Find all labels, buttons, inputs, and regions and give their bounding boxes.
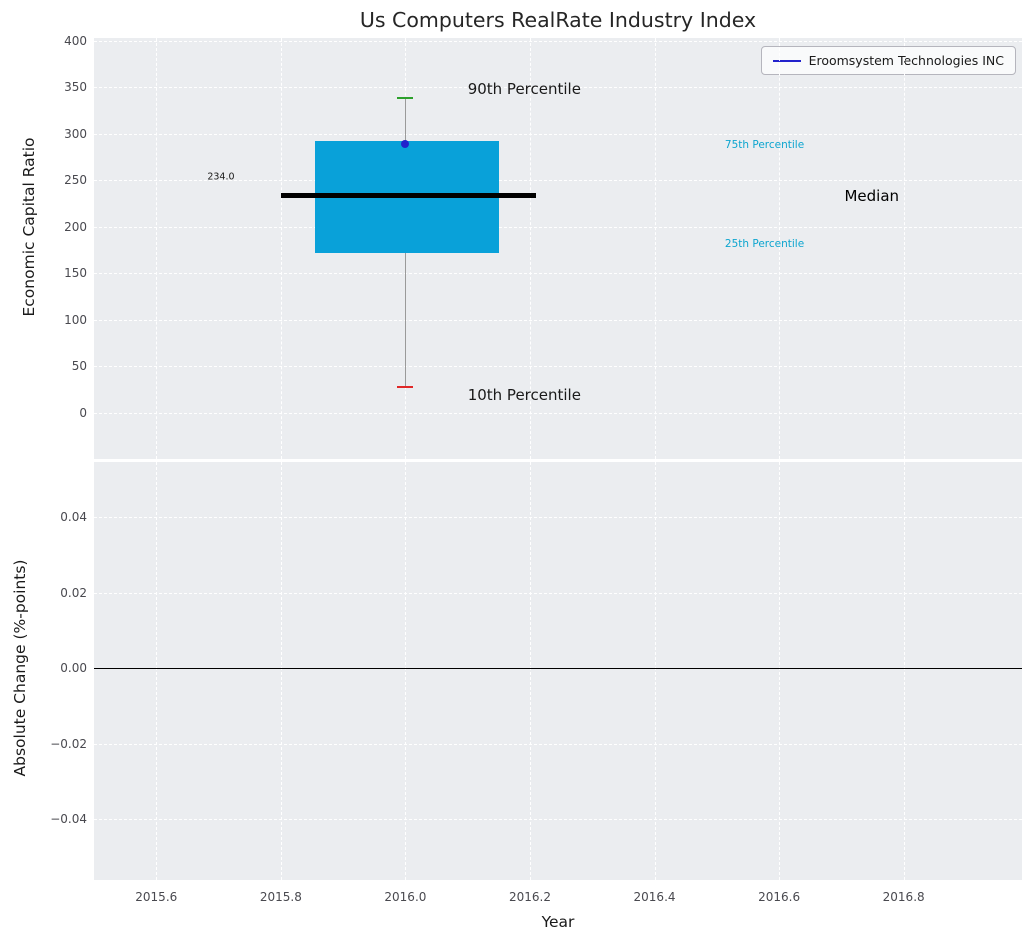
y-axis-label-top: Economic Capital Ratio: [20, 137, 38, 317]
y-tick-label: 150: [64, 266, 87, 281]
legend: Eroomsystem Technologies INC: [760, 46, 1016, 75]
y-tick-label: 0.00: [60, 661, 87, 676]
y-tick-label: 350: [64, 80, 87, 95]
x-gridline: [779, 38, 781, 459]
axes-top-boxplot: Eroomsystem Technologies INC 90th Percen…: [94, 38, 1022, 459]
y-tick-label: 300: [64, 126, 87, 141]
x-gridline: [156, 462, 158, 880]
x-gridline: [903, 462, 905, 880]
y-gridline: [94, 87, 1022, 89]
chart-title: Us Computers RealRate Industry Index: [359, 8, 757, 32]
y-gridline: [94, 40, 1022, 42]
annotation-median: Median: [844, 186, 900, 205]
y-gridline: [94, 273, 1022, 275]
y-gridline: [94, 412, 1022, 414]
y-gridline: [94, 319, 1022, 321]
x-tick-label: 2016.4: [633, 890, 676, 904]
x-gridline: [654, 462, 656, 880]
x-axis-label: Year: [541, 913, 575, 931]
zero-line: [94, 668, 1022, 670]
y-tick-label: 50: [71, 359, 87, 374]
x-gridline: [280, 462, 282, 880]
y-gridline: [94, 180, 1022, 182]
y-axis-label-bottom: Absolute Change (%-points): [11, 559, 29, 777]
y-tick-label: 0.04: [60, 509, 87, 524]
x-tick-label: 2016.2: [508, 890, 551, 904]
y-gridline: [94, 819, 1022, 821]
y-tick-label: 0: [79, 405, 87, 420]
x-gridline: [280, 38, 282, 459]
annotation-90th-percentile: 90th Percentile: [467, 80, 581, 99]
y-tick-label: −0.04: [50, 812, 87, 827]
y-gridline: [94, 226, 1022, 228]
y-gridline: [94, 133, 1022, 135]
x-gridline: [529, 462, 531, 880]
y-gridline: [94, 743, 1022, 745]
x-tick-label: 2016.6: [758, 890, 801, 904]
y-gridline: [94, 516, 1022, 518]
y-tick-label: 200: [64, 219, 87, 234]
y-gridline: [94, 366, 1022, 368]
x-gridline: [529, 38, 531, 459]
annotation-10th-percentile: 10th Percentile: [467, 385, 581, 404]
x-gridline: [779, 462, 781, 880]
x-tick-label: 2016.8: [882, 890, 925, 904]
y-tick-label: 100: [64, 312, 87, 327]
legend-line-sample: [772, 59, 801, 62]
x-gridline: [405, 462, 407, 880]
x-tick-label: 2015.6: [135, 890, 178, 904]
legend-label: Eroomsystem Technologies INC: [808, 53, 1004, 68]
y-tick-label: 0.02: [60, 585, 87, 600]
x-gridline: [903, 38, 905, 459]
median-line: [280, 192, 537, 198]
y-tick-label: −0.02: [50, 736, 87, 751]
company-point: [401, 139, 410, 148]
x-gridline: [156, 38, 158, 459]
whisker-cap-10th-percentile: [397, 385, 414, 388]
y-tick-label: 250: [64, 173, 87, 188]
annotation-25th-percentile: 25th Percentile: [724, 238, 805, 251]
y-tick-label: 400: [64, 33, 87, 48]
annotation-75th-percentile: 75th Percentile: [724, 138, 805, 151]
y-gridline: [94, 592, 1022, 594]
x-tick-label: 2016.0: [384, 890, 427, 904]
axes-bottom-change: [94, 462, 1022, 880]
x-gridline: [654, 38, 656, 459]
annotation-234.0: 234.0: [207, 171, 235, 183]
whisker-cap-90th-percentile: [397, 97, 414, 100]
x-tick-label: 2015.8: [259, 890, 302, 904]
